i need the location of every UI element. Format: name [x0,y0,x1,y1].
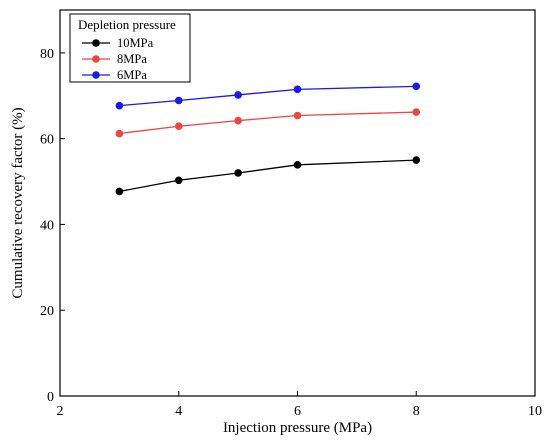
legend-box [69,13,191,83]
data-point [234,116,242,125]
data-point [412,108,421,116]
legend-item: 8MPa [82,52,147,66]
legend-item: 10MPa [82,36,154,50]
x-tick-label: 2 [57,404,64,419]
series-8MPa [115,108,421,138]
y-axis-title: Cumulative recovery factor (%) [10,107,26,298]
series-line [119,85,417,107]
legend-label: 6MPa [117,68,147,82]
x-tick-label: 4 [175,404,182,419]
y-tick-label: 0 [47,390,54,405]
series-layer [115,82,421,196]
data-point [234,91,242,99]
series-10MPa [115,156,421,196]
legend-marker [92,39,100,47]
data-point [115,187,124,196]
y-tick-label: 40 [40,218,54,233]
data-point [174,176,183,185]
series-line [119,111,417,135]
data-point [174,122,183,131]
y-tick-label: 60 [40,133,54,148]
data-point [293,161,302,169]
data-point [412,156,421,164]
series-6MPa [115,82,421,110]
legend-marker [92,55,100,63]
legend: Depletion pressure 10MPa 8MPa 6MPa [69,13,191,83]
legend-marker [92,71,100,79]
x-axis-title: Injection pressure (MPa) [223,420,372,436]
plot-frame [59,9,536,397]
legend-label: 10MPa [117,36,154,50]
y-tick-label: 20 [40,304,54,319]
legend-title: Depletion pressure [78,17,176,32]
y-tick-label: 80 [40,47,54,62]
data-point [115,129,124,138]
data-point [174,96,183,105]
data-point [234,169,242,177]
data-point [293,85,302,94]
x-tick-label: 6 [294,404,301,419]
series-line [119,159,417,193]
data-point [293,111,302,120]
tick-layer: 2 4 6 8 10 0 20 40 60 80 [40,47,542,419]
data-point [115,101,124,110]
x-tick-label: 10 [528,404,542,419]
legend-item: 6MPa [82,68,147,82]
legend-label: 8MPa [117,52,147,66]
x-tick-label: 8 [413,404,420,419]
data-point [412,82,421,91]
